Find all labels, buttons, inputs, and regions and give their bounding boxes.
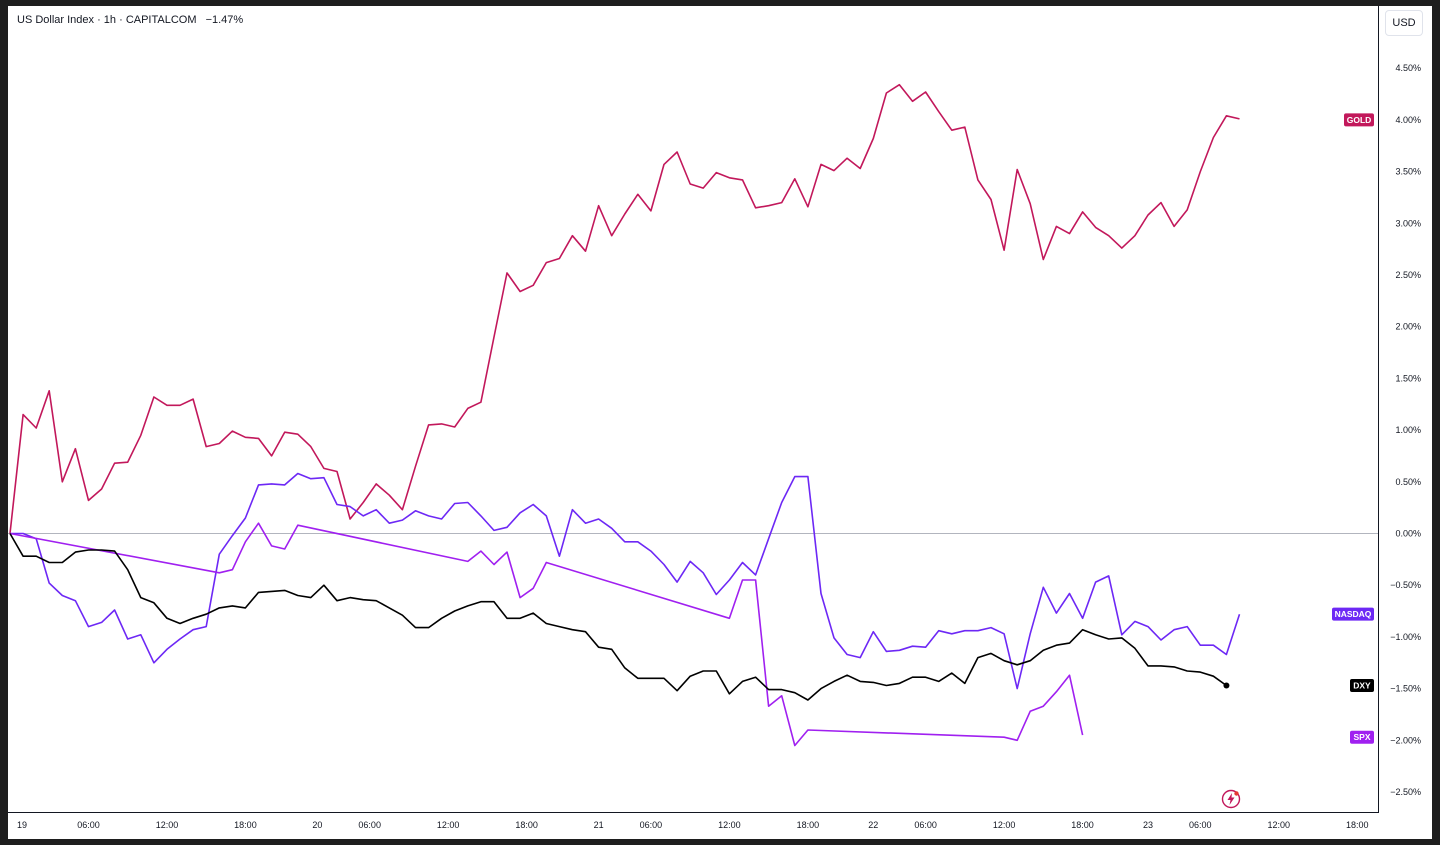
time-tick-label: 12:00 xyxy=(437,820,460,830)
currency-label: USD xyxy=(1392,17,1416,29)
time-tick-label: 12:00 xyxy=(993,820,1016,830)
price-tick-label: 3.50% xyxy=(1395,167,1421,177)
time-tick-label: 18:00 xyxy=(234,820,257,830)
time-tick-label: 18:00 xyxy=(797,820,820,830)
series-tags: GOLD NASDAQ DXY SPX xyxy=(1332,113,1374,744)
time-tick-label: 12:00 xyxy=(1267,820,1290,830)
series-tag-bg xyxy=(1350,678,1374,692)
series-line-gold[interactable] xyxy=(9,83,1240,534)
legend-symbol: US Dollar Index · 1h · CAPITALCOM xyxy=(17,14,197,26)
time-tick-label: 06:00 xyxy=(77,820,100,830)
time-tick-label: 20 xyxy=(312,820,322,830)
price-tick-label: −2.50% xyxy=(1390,787,1421,797)
price-tick-label: 1.50% xyxy=(1395,373,1421,383)
time-scale[interactable]: 19 06:00 12:00 18:00 20 06:00 12:00 18:00 21 06:0… xyxy=(17,820,1369,830)
chart-frame: 4.50% 4.00% 3.50% 3.00% 2.50% 2.00% 1.50% 1.00%… xyxy=(8,6,1432,839)
price-tick-label: −2.00% xyxy=(1390,735,1421,745)
last-price-dot xyxy=(1223,682,1230,689)
series-tag-gold[interactable]: GOLD xyxy=(1344,113,1374,127)
series-tag-label: SPX xyxy=(1353,732,1370,742)
price-tick-label: 2.00% xyxy=(1395,322,1421,332)
time-tick-label: 18:00 xyxy=(1071,820,1094,830)
series-layer xyxy=(9,83,1241,747)
lightning-icon[interactable] xyxy=(1221,789,1241,809)
time-tick-label: 06:00 xyxy=(640,820,663,830)
price-tick-label: −0.50% xyxy=(1390,580,1421,590)
series-line-dxy[interactable] xyxy=(9,533,1227,701)
series-tag-label: NASDAQ xyxy=(1335,609,1372,619)
time-tick-label: 12:00 xyxy=(718,820,741,830)
price-tick-label: 1.00% xyxy=(1395,425,1421,435)
time-tick-label: 06:00 xyxy=(358,820,381,830)
time-tick-label: 06:00 xyxy=(914,820,937,830)
time-tick-label: 19 xyxy=(17,820,27,830)
currency-button[interactable]: USD xyxy=(1385,10,1423,36)
time-tick-label: 22 xyxy=(868,820,878,830)
series-line-nasdaq[interactable] xyxy=(10,472,1241,690)
series-tag-bg xyxy=(1350,730,1374,744)
price-tick-label: 0.50% xyxy=(1395,477,1421,487)
series-line-spx[interactable] xyxy=(9,522,1084,747)
series-tag-bg xyxy=(1332,607,1374,621)
time-tick-label: 06:00 xyxy=(1189,820,1212,830)
series-tag-label: DXY xyxy=(1353,680,1371,690)
chart-canvas[interactable]: 4.50% 4.00% 3.50% 3.00% 2.50% 2.00% 1.50% 1.00%… xyxy=(8,6,1432,839)
price-tick-label: 4.00% xyxy=(1395,115,1421,125)
price-tick-label: −1.50% xyxy=(1390,684,1421,694)
legend-title[interactable]: US Dollar Index · 1h · CAPITALCOM −1.47% xyxy=(17,14,243,26)
time-tick-label: 12:00 xyxy=(156,820,179,830)
series-tag-spx[interactable]: SPX xyxy=(1350,730,1374,744)
legend-change: −1.47% xyxy=(206,14,244,26)
series-tag-nasdaq[interactable]: NASDAQ xyxy=(1332,607,1374,621)
time-tick-label: 23 xyxy=(1143,820,1153,830)
price-tick-label: 0.00% xyxy=(1395,529,1421,539)
price-tick-label: 3.00% xyxy=(1395,218,1421,228)
price-tick-label: 2.50% xyxy=(1395,270,1421,280)
price-tick-label: 4.50% xyxy=(1395,63,1421,73)
time-tick-label: 18:00 xyxy=(1346,820,1369,830)
time-tick-label: 18:00 xyxy=(515,820,538,830)
price-tick-label: −1.00% xyxy=(1390,632,1421,642)
series-tag-bg xyxy=(1344,113,1374,127)
series-tag-dxy[interactable]: DXY xyxy=(1350,678,1374,692)
price-scale[interactable]: 4.50% 4.00% 3.50% 3.00% 2.50% 2.00% 1.50% 1.00%… xyxy=(1390,63,1421,797)
time-tick-label: 21 xyxy=(594,820,604,830)
series-tag-label: GOLD xyxy=(1347,115,1372,125)
